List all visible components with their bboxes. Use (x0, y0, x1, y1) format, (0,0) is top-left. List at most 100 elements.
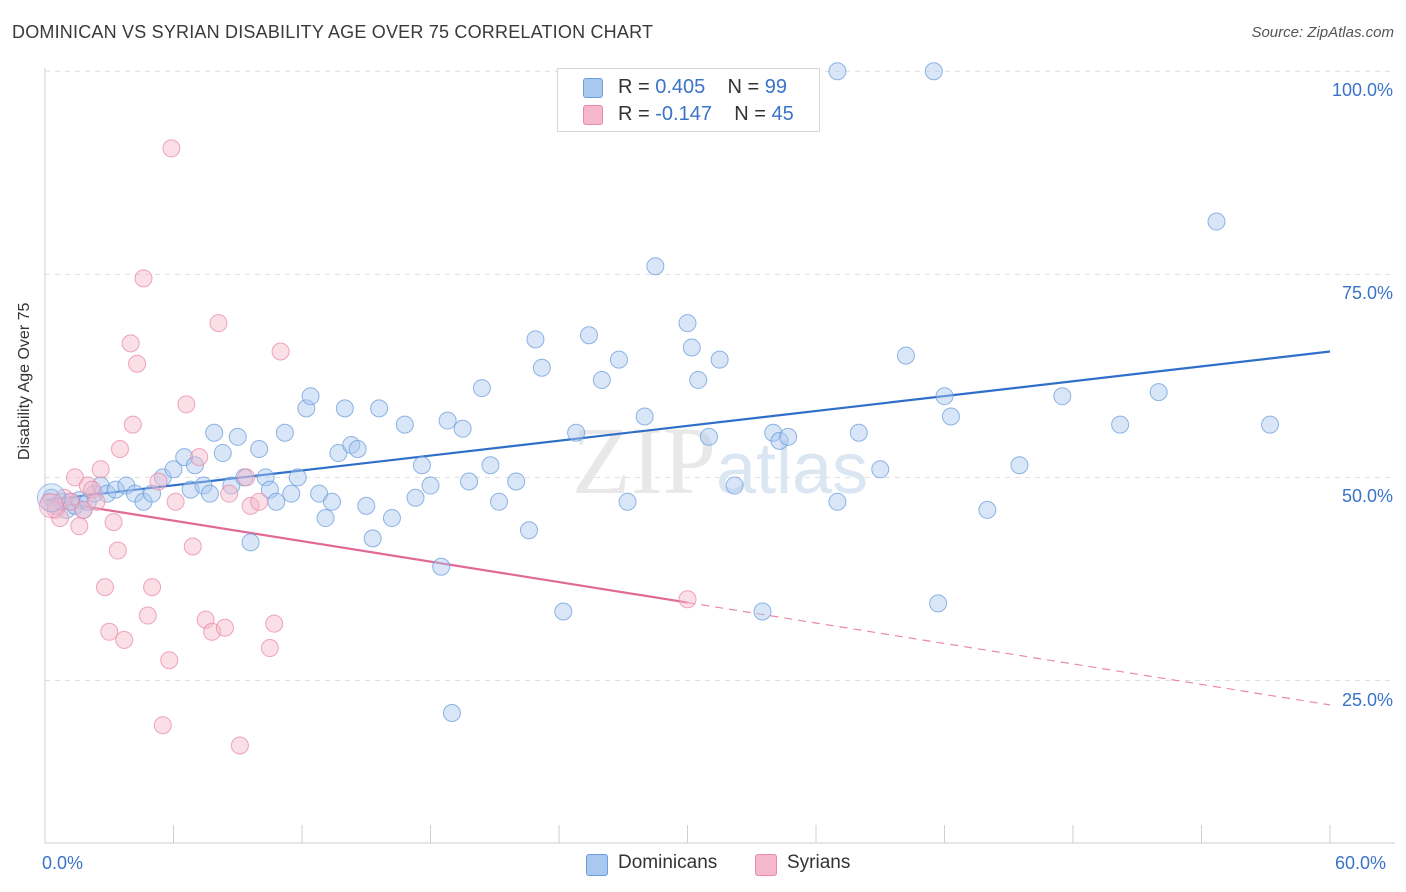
data-point (267, 492, 286, 511)
data-point (228, 427, 247, 446)
data-point (370, 399, 389, 418)
data-point (618, 492, 637, 511)
data-point (554, 602, 573, 621)
data-point (108, 541, 127, 560)
data-point (490, 492, 509, 511)
data-point (230, 736, 249, 755)
data-point (363, 529, 382, 548)
data-point (678, 590, 697, 609)
legend-r-value-dominicans: 0.405 (655, 76, 706, 98)
data-point (123, 415, 142, 434)
data-point (138, 606, 157, 625)
series-swatch-dominicans (586, 854, 608, 876)
data-point (382, 509, 401, 528)
grid-lines (45, 70, 1395, 682)
data-point (282, 484, 301, 503)
data-point (183, 537, 202, 556)
data-point (215, 618, 234, 637)
data-point (978, 500, 997, 519)
data-point (87, 492, 106, 511)
data-point (689, 370, 708, 389)
data-point (1053, 387, 1072, 406)
data-point (849, 423, 868, 442)
y-tick-label: 100.0% (1331, 80, 1393, 101)
data-point (567, 423, 586, 442)
data-point (646, 257, 665, 276)
legend-n-value-dominicans: 99 (764, 76, 788, 98)
data-point (38, 493, 64, 519)
data-point (335, 399, 354, 418)
data-point (275, 423, 294, 442)
data-point (520, 521, 539, 540)
data-point (205, 423, 224, 442)
y-tick-label: 25.0% (1341, 689, 1393, 710)
data-point (301, 387, 320, 406)
y-axis-label: Disability Age Over 75 (16, 302, 33, 460)
data-point (592, 370, 611, 389)
data-point (134, 269, 153, 288)
legend-r-value-syrians: -0.147 (655, 103, 712, 125)
data-point (250, 492, 269, 511)
data-point (128, 354, 147, 373)
data-point (395, 415, 414, 434)
data-point (166, 492, 185, 511)
data-point (241, 533, 260, 552)
data-point (1207, 212, 1226, 231)
data-point (460, 472, 479, 491)
data-point (74, 500, 93, 519)
y-tick-label: 75.0% (1341, 283, 1393, 304)
data-point (209, 314, 228, 333)
data-point (95, 578, 114, 597)
data-point (779, 427, 798, 446)
data-point (725, 476, 744, 495)
data-point (421, 476, 440, 495)
data-point (110, 440, 129, 458)
legend-swatch-syrians (583, 105, 603, 125)
data-point (265, 614, 284, 633)
data-point (310, 484, 329, 503)
data-point (70, 517, 89, 536)
data-point (507, 472, 526, 491)
data-point (250, 440, 269, 458)
legend-r-label: R = (618, 103, 656, 125)
data-point (61, 492, 80, 511)
data-point (348, 440, 367, 458)
data-point (699, 427, 718, 446)
series-label-syrians: Syrians (787, 852, 851, 873)
chart-title: DOMINICAN VS SYRIAN DISABILITY AGE OVER … (12, 22, 654, 42)
series-swatch-syrians (755, 854, 777, 876)
data-point (83, 480, 102, 499)
data-point (213, 444, 232, 463)
data-point (678, 314, 697, 333)
data-point (472, 379, 491, 398)
data-point (1111, 415, 1130, 434)
legend-r-label: R = (618, 76, 656, 98)
data-point (432, 557, 451, 576)
data-point (36, 483, 66, 513)
data-point (185, 456, 204, 475)
data-point (164, 460, 183, 479)
data-point (143, 578, 162, 597)
data-point (635, 407, 654, 426)
trend-line-syrians (44, 499, 688, 604)
data-point (828, 62, 847, 81)
x-tick-label-min: 0.0% (42, 853, 84, 873)
series-label-dominicans: Dominicans (618, 852, 718, 873)
data-point (828, 492, 847, 511)
data-point (1010, 456, 1029, 475)
data-point (438, 411, 457, 430)
data-point (271, 342, 290, 361)
data-point (710, 350, 729, 369)
data-point (941, 407, 960, 426)
series-syrians (40, 139, 697, 755)
trend-lines (44, 350, 1331, 706)
trend-line-dominicans (44, 350, 1331, 502)
data-point (153, 716, 172, 735)
data-point (177, 395, 196, 414)
data-point (526, 330, 545, 349)
data-point (871, 460, 890, 479)
source-label: Source: ZipAtlas.com (1251, 24, 1394, 41)
data-point (115, 630, 134, 649)
legend-n-label: N = (734, 103, 772, 125)
